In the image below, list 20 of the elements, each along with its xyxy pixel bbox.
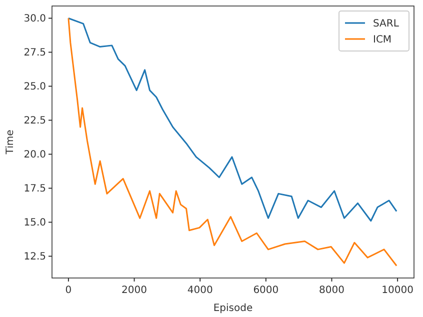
y-tick-label: 20.0 — [24, 150, 46, 161]
x-tick-label: 10000 — [382, 285, 414, 296]
line-series — [68, 17, 398, 267]
y-axis-title: Time — [5, 130, 16, 156]
y-tick-label: 25.0 — [24, 82, 46, 93]
y-tick-label: 22.5 — [24, 116, 46, 127]
x-tick-label: 6000 — [253, 285, 279, 296]
y-tick-label: 12.5 — [24, 252, 46, 263]
y-tick-label: 15.0 — [24, 218, 46, 229]
legend-label: ICM — [373, 34, 392, 46]
x-tick-label: 0 — [65, 285, 72, 296]
y-tick-label: 27.5 — [24, 48, 46, 59]
x-tick-label: 4000 — [187, 285, 213, 296]
line-series — [68, 17, 398, 222]
x-tick-label: 2000 — [122, 285, 147, 296]
x-tick-label: 8000 — [319, 285, 344, 296]
x-axis-title: Episode — [213, 303, 253, 314]
legend-label: SARL — [373, 18, 400, 30]
y-tick-label: 17.5 — [24, 184, 46, 195]
y-tick-label: 30.0 — [24, 14, 46, 25]
